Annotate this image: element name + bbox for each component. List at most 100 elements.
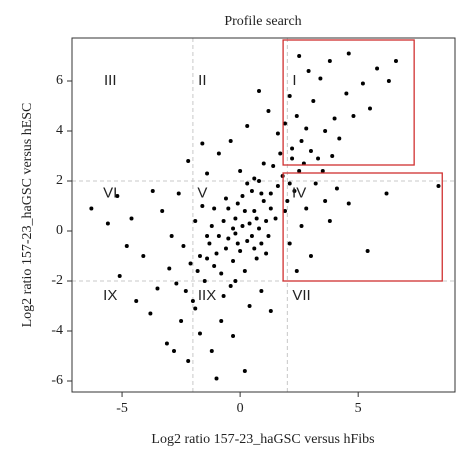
point bbox=[181, 244, 186, 248]
point bbox=[214, 376, 219, 381]
point bbox=[266, 109, 271, 113]
point bbox=[223, 196, 228, 201]
point bbox=[266, 234, 271, 238]
point bbox=[202, 279, 207, 283]
point bbox=[264, 219, 269, 223]
point bbox=[268, 309, 273, 313]
point bbox=[268, 206, 273, 211]
point bbox=[231, 226, 236, 231]
point bbox=[261, 199, 266, 203]
point bbox=[275, 184, 280, 188]
point bbox=[233, 231, 238, 236]
x-axis-label: Log2 ratio 157-23_haGSC versus hFibs bbox=[151, 432, 374, 447]
point bbox=[186, 159, 191, 163]
point bbox=[214, 251, 219, 256]
point bbox=[294, 114, 299, 118]
point bbox=[346, 51, 351, 56]
point bbox=[278, 151, 283, 156]
point bbox=[334, 186, 339, 191]
point bbox=[235, 241, 240, 246]
point bbox=[318, 76, 323, 81]
point bbox=[160, 209, 165, 213]
point bbox=[205, 171, 210, 176]
point bbox=[294, 269, 299, 273]
point bbox=[351, 114, 356, 118]
x-tick-label: 0 bbox=[237, 401, 244, 416]
y-tick-label: 6 bbox=[56, 73, 63, 88]
point bbox=[193, 306, 198, 311]
point bbox=[308, 254, 313, 258]
point bbox=[212, 206, 217, 211]
point bbox=[221, 219, 226, 223]
point bbox=[183, 289, 188, 293]
point bbox=[299, 139, 304, 143]
region-label: II bbox=[198, 72, 206, 89]
point bbox=[323, 129, 328, 133]
point bbox=[221, 294, 226, 298]
point bbox=[228, 284, 233, 288]
point bbox=[316, 156, 321, 161]
point bbox=[179, 319, 184, 323]
point bbox=[297, 169, 302, 173]
point bbox=[252, 209, 257, 213]
point bbox=[292, 189, 297, 193]
point bbox=[367, 106, 372, 111]
point bbox=[238, 169, 243, 173]
point bbox=[261, 161, 266, 166]
point bbox=[129, 216, 134, 221]
point bbox=[167, 266, 172, 271]
point bbox=[155, 286, 160, 291]
point bbox=[330, 154, 335, 158]
point bbox=[195, 269, 200, 273]
point bbox=[271, 164, 276, 168]
x-tick-label: -5 bbox=[116, 401, 128, 416]
point bbox=[252, 246, 257, 251]
point bbox=[105, 221, 110, 226]
point bbox=[249, 189, 254, 193]
point bbox=[308, 149, 313, 153]
point bbox=[148, 311, 153, 316]
point bbox=[205, 256, 210, 261]
point bbox=[311, 99, 316, 103]
point bbox=[200, 141, 205, 146]
point bbox=[219, 271, 224, 276]
point bbox=[228, 139, 233, 143]
point bbox=[264, 251, 269, 256]
point bbox=[193, 219, 198, 223]
point bbox=[209, 349, 214, 353]
point bbox=[186, 359, 191, 363]
point bbox=[174, 281, 179, 286]
point bbox=[233, 279, 238, 283]
point bbox=[259, 191, 264, 196]
point bbox=[238, 249, 243, 253]
x-tick-label: 5 bbox=[355, 401, 362, 416]
point bbox=[233, 216, 238, 221]
point bbox=[231, 334, 236, 338]
point bbox=[297, 54, 302, 58]
point bbox=[393, 59, 398, 63]
y-tick-label: -6 bbox=[51, 373, 63, 388]
point bbox=[252, 176, 257, 181]
point bbox=[365, 249, 370, 253]
point bbox=[176, 191, 181, 196]
point bbox=[337, 136, 342, 141]
point bbox=[304, 126, 309, 131]
point bbox=[285, 199, 290, 203]
point bbox=[197, 254, 202, 258]
point bbox=[259, 289, 264, 293]
point bbox=[386, 79, 391, 83]
point bbox=[150, 189, 155, 193]
point bbox=[219, 319, 224, 323]
point bbox=[360, 81, 365, 86]
point bbox=[344, 91, 349, 96]
point bbox=[327, 59, 332, 63]
point bbox=[245, 181, 250, 186]
point bbox=[247, 304, 252, 308]
plot-frame bbox=[71, 37, 456, 393]
point bbox=[346, 201, 351, 206]
point bbox=[89, 206, 94, 211]
point bbox=[231, 259, 236, 263]
region-label: VII bbox=[292, 287, 310, 304]
point bbox=[188, 261, 193, 266]
